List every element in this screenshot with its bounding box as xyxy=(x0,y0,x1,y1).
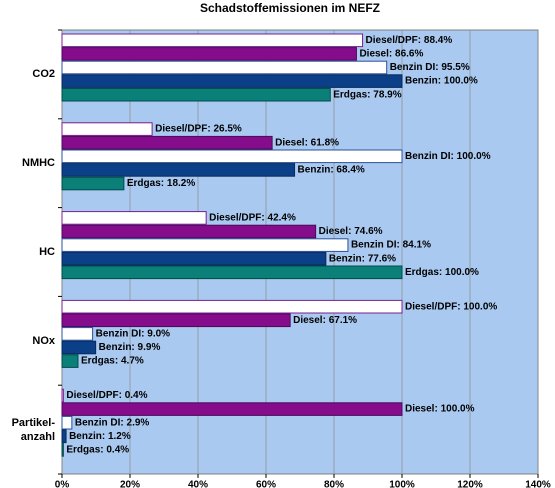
bar xyxy=(61,163,296,177)
data-label: Benzin: 77.6% xyxy=(329,253,396,264)
data-label: Benzin DI: 84.1% xyxy=(351,240,431,251)
bar xyxy=(61,60,388,75)
data-label: Benzin: 9.9% xyxy=(99,342,161,353)
bar xyxy=(61,224,317,239)
bar xyxy=(61,265,403,280)
data-label: Erdgas: 78.9% xyxy=(333,89,401,100)
bar xyxy=(61,251,327,266)
data-label: Benzin: 68.4% xyxy=(298,165,365,176)
data-label: Benzin: 1.2% xyxy=(69,431,131,442)
bar xyxy=(61,327,94,341)
data-label: Benzin DI: 100.0% xyxy=(405,151,491,162)
data-label: Diesel/DPF: 26.5% xyxy=(155,124,242,135)
bar xyxy=(61,135,273,150)
y-tick-label: Partikel- anzahl xyxy=(11,416,55,443)
bar xyxy=(61,402,403,416)
x-tick-label: 20% xyxy=(120,480,140,488)
data-label: Erdgas: 18.2% xyxy=(127,178,195,189)
bar xyxy=(61,443,64,457)
bar xyxy=(61,74,403,88)
x-tick-label: 140% xyxy=(525,480,551,488)
data-label: Erdgas: 0.4% xyxy=(66,445,129,456)
data-label: Diesel/DPF: 88.4% xyxy=(366,35,453,46)
bar xyxy=(61,87,331,102)
bar xyxy=(61,211,207,225)
data-label: Diesel: 86.6% xyxy=(359,49,423,60)
chart-title: Schadstoffemissionen im NEFZ xyxy=(200,1,380,15)
data-label: Benzin DI: 95.5% xyxy=(390,62,470,73)
data-label: Erdgas: 4.7% xyxy=(81,356,144,367)
x-tick-label: 60% xyxy=(256,480,276,488)
x-tick-label: 80% xyxy=(324,480,344,488)
bar xyxy=(61,340,97,355)
data-label: Diesel: 100.0% xyxy=(405,404,475,415)
bar xyxy=(61,122,153,136)
bar xyxy=(61,429,67,444)
data-label: Diesel: 61.8% xyxy=(275,137,339,148)
x-tick-label: 40% xyxy=(188,480,208,488)
bar xyxy=(61,415,73,430)
bar xyxy=(61,47,357,61)
data-label: Diesel: 74.6% xyxy=(319,226,383,237)
bar xyxy=(61,299,403,314)
data-label: Benzin DI: 2.9% xyxy=(75,417,150,428)
y-tick-label: CO2 xyxy=(32,68,55,81)
x-tick-label: 120% xyxy=(457,480,483,488)
data-label: Diesel/DPF: 42.4% xyxy=(209,213,296,224)
bar xyxy=(61,238,349,252)
x-tick-label: 100% xyxy=(389,480,415,488)
data-label: Benzin: 100.0% xyxy=(405,76,478,87)
bar xyxy=(61,313,291,328)
bar xyxy=(61,176,125,191)
bar xyxy=(61,149,403,164)
data-label: Benzin DI: 9.0% xyxy=(96,329,171,340)
data-label: Diesel: 67.1% xyxy=(293,315,357,326)
y-tick-label: NOx xyxy=(32,334,55,347)
data-label: Erdgas: 100.0% xyxy=(405,267,479,278)
y-tick-label: NMHC xyxy=(22,157,55,170)
data-label: Diesel/DPF: 0.4% xyxy=(66,390,147,401)
y-tick-label: HC xyxy=(39,246,55,258)
x-tick-label: 0% xyxy=(55,480,70,488)
bar xyxy=(61,388,64,403)
bar xyxy=(61,354,79,368)
bar xyxy=(61,33,364,48)
data-label: Diesel/DPF: 100.0% xyxy=(405,301,497,312)
